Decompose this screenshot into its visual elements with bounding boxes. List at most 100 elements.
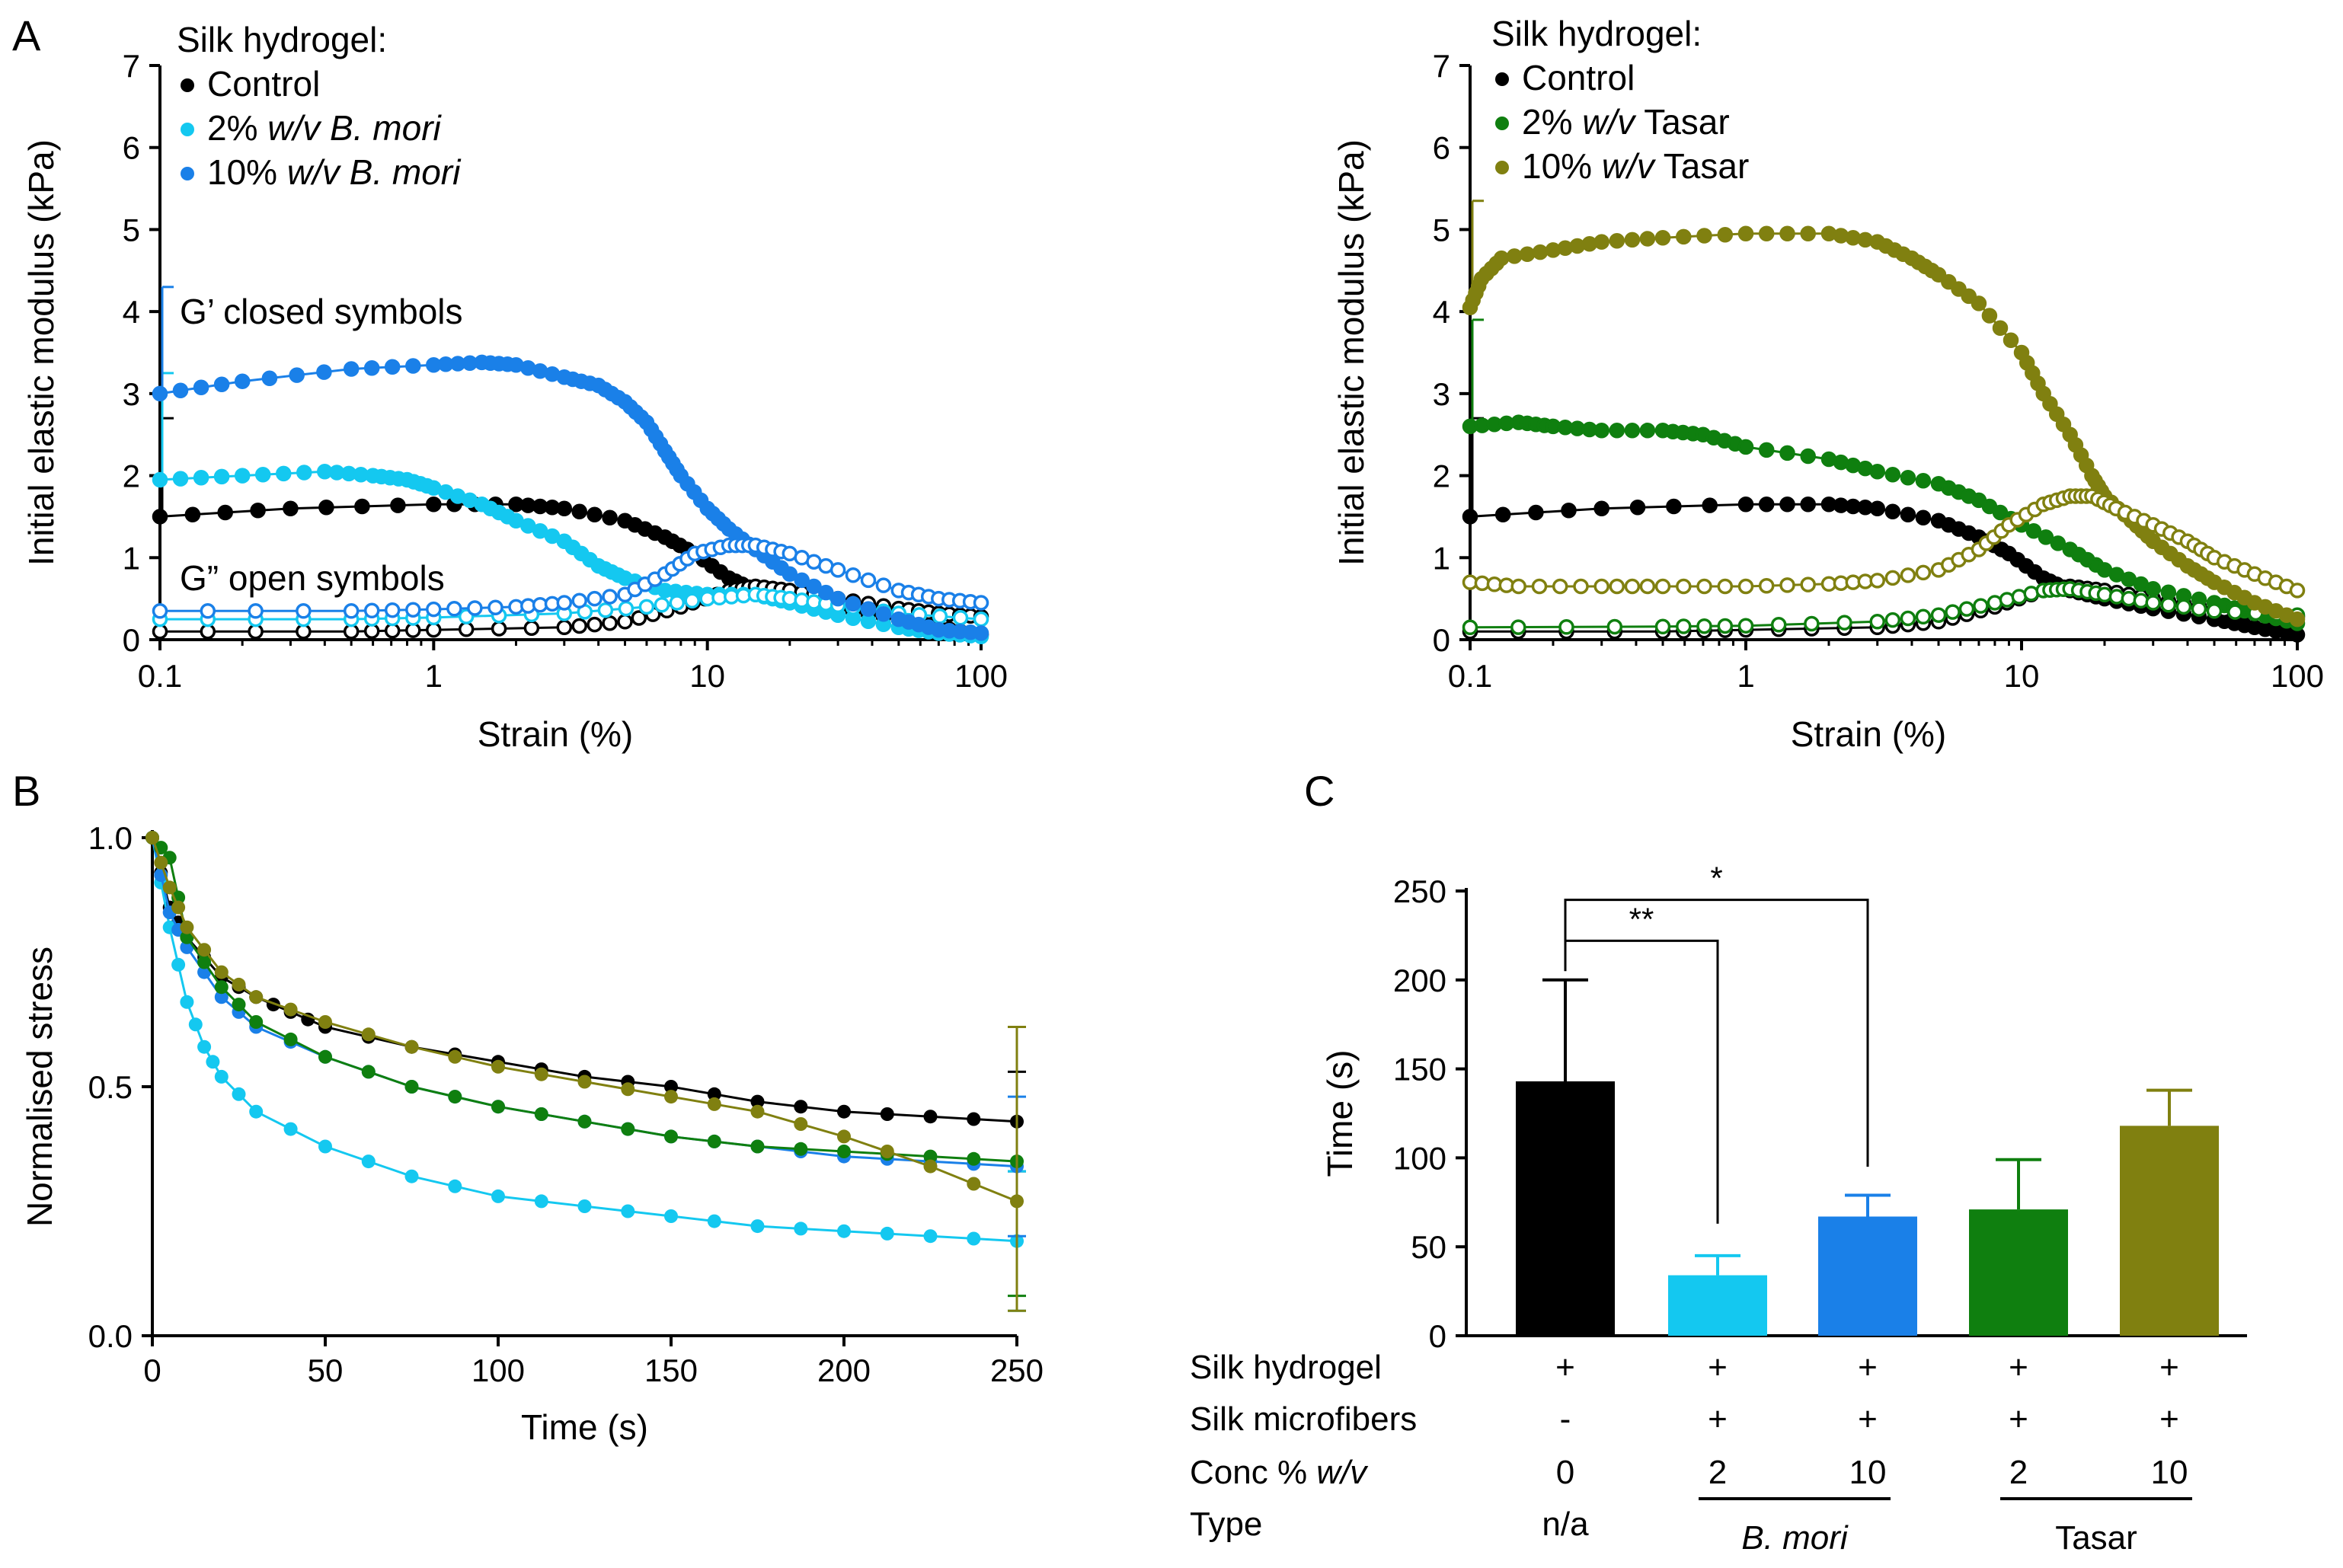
data-point	[1800, 225, 1816, 242]
data-point	[2003, 332, 2019, 349]
data-point	[2096, 586, 2113, 603]
data-point	[289, 367, 305, 383]
data-point	[1696, 618, 1712, 634]
data-point	[534, 1107, 548, 1121]
data-point	[261, 370, 278, 386]
cell-microfibers: +	[2159, 1400, 2179, 1438]
data-point	[845, 596, 861, 612]
x-tick-label: 250	[990, 1352, 1044, 1388]
legend-marker	[1495, 161, 1509, 174]
data-point	[180, 995, 194, 1009]
data-point	[213, 468, 230, 485]
data-point	[1609, 232, 1625, 249]
data-point	[654, 596, 670, 613]
data-point	[491, 1100, 505, 1114]
data-point	[180, 920, 194, 934]
data-point	[631, 610, 647, 626]
y-tick-label: 7	[1433, 48, 1450, 84]
data-point	[154, 855, 168, 870]
data-point	[973, 611, 989, 628]
data-point	[845, 567, 861, 583]
x-tick-label: 10	[2004, 658, 2040, 694]
cell-microfibers: -	[1560, 1400, 1571, 1438]
data-point	[1639, 423, 1656, 439]
y-tick-label: 6	[1433, 130, 1450, 166]
legend-label: Control	[207, 64, 320, 104]
data-point	[967, 1231, 981, 1246]
cell-conc: 0	[1556, 1454, 1574, 1491]
data-point	[446, 601, 462, 617]
y-tick-label: 100	[1393, 1140, 1446, 1176]
data-point	[875, 606, 892, 622]
data-point	[152, 385, 168, 402]
panel-a-right-chart: 0 1 2 3 4 5 6 7 0.1 1 10 100 Strain (%) Initial elast…	[1331, 14, 2324, 754]
data-point	[404, 1080, 419, 1094]
data-point	[750, 1219, 765, 1234]
data-point	[2289, 583, 2306, 599]
significance-label: **	[1629, 901, 1654, 937]
data-point	[467, 600, 483, 616]
data-point	[587, 616, 603, 633]
data-point	[404, 1039, 419, 1054]
data-point	[1639, 231, 1656, 247]
y-tick-label: 5	[1433, 212, 1450, 247]
data-point	[571, 618, 587, 634]
data-point	[556, 619, 573, 636]
data-point	[1558, 619, 1574, 635]
data-point	[577, 1199, 592, 1213]
data-point	[254, 466, 271, 483]
data-point	[2206, 603, 2223, 619]
data-point	[684, 592, 700, 609]
cell-hydrogel: +	[1708, 1349, 1728, 1386]
x-tick-label: 50	[308, 1352, 344, 1388]
data-point	[794, 1142, 808, 1156]
data-point	[213, 376, 230, 392]
data-point	[1820, 225, 1837, 242]
data-point	[249, 1104, 264, 1119]
legend-marker	[181, 167, 194, 180]
data-point	[197, 1039, 212, 1054]
data-point	[1561, 503, 1577, 519]
data-point	[193, 379, 209, 396]
cell-conc: 2	[1709, 1454, 1727, 1491]
data-point	[363, 359, 380, 376]
data-point	[249, 1015, 264, 1029]
data-point	[1930, 267, 1947, 283]
data-point	[214, 1069, 229, 1084]
data-point	[875, 577, 892, 593]
data-point	[1833, 228, 1849, 244]
data-point	[534, 1067, 548, 1081]
data-point	[1494, 506, 1511, 522]
data-point	[806, 578, 822, 595]
y-tick-label: 150	[1393, 1052, 1446, 1087]
data-point	[818, 584, 834, 601]
data-point	[1581, 236, 1598, 252]
data-point	[491, 1189, 505, 1203]
data-point	[1737, 497, 1754, 513]
x-axis-label: Time (s)	[521, 1407, 648, 1447]
data-point	[860, 572, 877, 589]
data-point	[1593, 578, 1609, 595]
data-point	[172, 471, 189, 487]
legend-marker	[1495, 117, 1509, 130]
data-point	[923, 1149, 938, 1164]
data-point	[1506, 248, 1523, 264]
significance-bracket	[1564, 899, 1869, 1167]
data-point	[837, 1224, 851, 1238]
data-point	[1941, 273, 1957, 290]
data-point	[1532, 244, 1549, 260]
legend-label: 10% w/v Tasar	[1522, 146, 1749, 186]
data-point	[316, 364, 332, 380]
data-point	[523, 620, 540, 636]
data-point	[967, 1112, 981, 1126]
data-point	[206, 1055, 220, 1069]
data-point	[1702, 497, 1718, 513]
data-point	[404, 1169, 419, 1183]
data-point	[1609, 423, 1625, 439]
data-point	[1639, 578, 1656, 595]
data-point	[923, 1229, 938, 1244]
data-point	[1624, 578, 1641, 595]
y-tick-label: 4	[123, 294, 140, 330]
data-point	[1779, 497, 1795, 513]
